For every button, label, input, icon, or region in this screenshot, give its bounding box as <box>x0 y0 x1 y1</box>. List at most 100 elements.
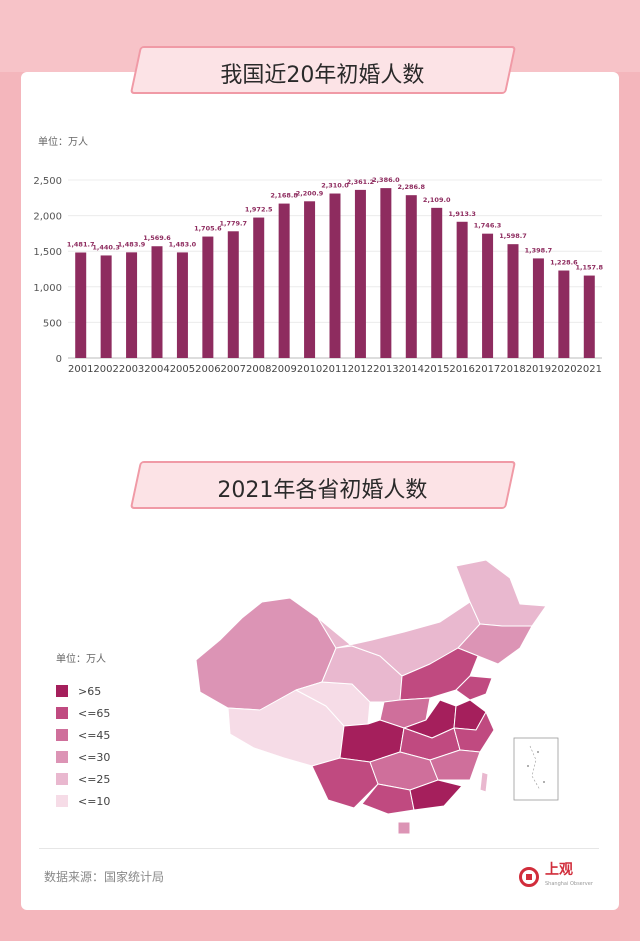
brand-logo: 上观 Shanghai Observer <box>519 863 593 891</box>
legend-swatch <box>56 795 68 807</box>
region-jiangxi-fujian[interactable] <box>429 749 481 781</box>
x-tick-label: 2019 <box>526 364 551 375</box>
value-label: 2,361.2 <box>347 178 375 186</box>
value-label: 2,310.0 <box>321 182 349 190</box>
x-tick-label: 2005 <box>170 364 195 375</box>
bar <box>202 236 214 358</box>
x-tick-label: 2001 <box>68 364 93 375</box>
region-shandong[interactable] <box>455 675 493 701</box>
y-tick-label: 2,000 <box>33 212 62 223</box>
legend-item: <=65 <box>56 702 110 724</box>
bar <box>151 246 163 358</box>
region-guangdong[interactable] <box>409 779 463 811</box>
bar <box>558 270 570 358</box>
legend-item: <=10 <box>56 790 110 812</box>
map-unit: 单位：万人 <box>56 654 106 665</box>
x-tick-label: 2018 <box>500 364 525 375</box>
data-source: 数据来源：国家统计局 <box>44 870 165 884</box>
bar <box>304 201 316 358</box>
bar <box>227 231 239 358</box>
legend-swatch <box>56 773 68 785</box>
y-tick-label: 500 <box>43 318 62 329</box>
bar <box>253 217 265 358</box>
bar <box>75 252 87 358</box>
background-bottom <box>0 910 640 941</box>
legend-item: <=25 <box>56 768 110 790</box>
y-tick-label: 2,500 <box>33 176 62 187</box>
legend-swatch <box>56 729 68 741</box>
bar <box>380 188 392 358</box>
region-heilongjiang[interactable] <box>455 559 547 627</box>
legend-swatch <box>56 751 68 763</box>
value-label: 1,228.6 <box>550 259 578 267</box>
region-hainan[interactable] <box>397 821 411 835</box>
legend-item: <=45 <box>56 724 110 746</box>
x-tick-label: 2003 <box>119 364 144 375</box>
x-tick-label: 2014 <box>399 364 424 375</box>
logo-name: 上观 <box>545 862 573 878</box>
value-label: 1,746.3 <box>474 222 502 230</box>
legend-label: <=65 <box>78 706 111 720</box>
legend-item: <=30 <box>56 746 110 768</box>
value-label: 2,109.0 <box>423 196 451 204</box>
bar <box>532 258 544 358</box>
x-tick-label: 2012 <box>348 364 373 375</box>
value-label: 1,779.7 <box>220 219 248 227</box>
y-tick-label: 1,500 <box>33 247 62 258</box>
logo-icon <box>519 867 539 887</box>
value-label: 1,598.7 <box>499 232 527 240</box>
legend-label: <=25 <box>78 772 111 786</box>
bar <box>583 275 595 358</box>
bar <box>482 233 494 358</box>
value-label: 1,481.7 <box>67 241 95 249</box>
x-tick-label: 2007 <box>221 364 246 375</box>
region-guangxi[interactable] <box>361 783 415 815</box>
x-tick-label: 2021 <box>577 364 602 375</box>
region-taiwan[interactable] <box>479 771 489 793</box>
south-china-sea-inset <box>513 737 559 801</box>
legend-label: <=45 <box>78 728 111 742</box>
legend-swatch <box>56 685 68 697</box>
value-label: 1,913.3 <box>448 210 476 218</box>
value-label: 1,483.9 <box>118 240 146 248</box>
bar <box>278 203 290 358</box>
bar <box>329 193 341 358</box>
bar <box>507 244 519 358</box>
x-tick-label: 2010 <box>297 364 322 375</box>
bar <box>126 252 138 358</box>
y-tick-label: 0 <box>56 354 62 365</box>
x-tick-label: 2011 <box>322 364 347 375</box>
value-label: 1,398.7 <box>525 246 553 254</box>
x-tick-label: 2002 <box>93 364 118 375</box>
value-label: 2,168.8 <box>270 192 298 200</box>
value-label: 1,157.8 <box>576 264 604 272</box>
value-label: 1,569.6 <box>143 234 171 242</box>
logo-subtitle: Shanghai Observer <box>545 881 593 887</box>
x-tick-label: 2004 <box>144 364 169 375</box>
bar <box>354 189 366 358</box>
x-tick-label: 2016 <box>449 364 474 375</box>
x-tick-label: 2013 <box>373 364 398 375</box>
value-label: 2,386.0 <box>372 176 400 184</box>
bar <box>405 195 417 358</box>
bar <box>456 221 468 358</box>
x-tick-label: 2008 <box>246 364 271 375</box>
legend-label: >65 <box>78 684 102 698</box>
bar-chart: 0 500 1,000 1,500 2,000 2,500 1,481.7 2001 1,440… <box>33 176 604 375</box>
legend-item: >65 <box>56 680 110 702</box>
y-tick-label: 1,000 <box>33 283 62 294</box>
legend-swatch <box>56 707 68 719</box>
bar <box>176 252 188 358</box>
value-label: 1,972.5 <box>245 206 273 214</box>
logo-text: 上观 Shanghai Observer <box>545 863 593 891</box>
x-tick-label: 2015 <box>424 364 449 375</box>
footer-divider <box>39 848 599 849</box>
x-tick-label: 2020 <box>551 364 576 375</box>
map-legend: >65 <=65 <=45 <=30 <=25 <=10 <box>56 680 110 812</box>
value-label: 1,483.0 <box>169 240 197 248</box>
value-label: 1,705.6 <box>194 225 222 233</box>
x-tick-label: 2017 <box>475 364 500 375</box>
value-label: 1,440.3 <box>92 243 120 251</box>
x-tick-label: 2009 <box>271 364 296 375</box>
